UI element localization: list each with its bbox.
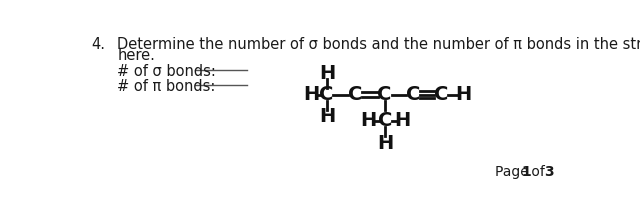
Text: 4.: 4. — [91, 37, 105, 52]
Text: Page: Page — [495, 165, 534, 179]
Text: H: H — [394, 111, 410, 130]
Text: H: H — [360, 111, 376, 130]
Text: here.: here. — [117, 48, 155, 62]
Text: C: C — [378, 85, 392, 104]
Text: # of σ bonds:: # of σ bonds: — [117, 64, 216, 79]
Text: C: C — [434, 85, 449, 104]
Text: H: H — [303, 85, 320, 104]
Text: C: C — [378, 111, 392, 130]
Text: of: of — [527, 165, 549, 179]
Text: 1: 1 — [522, 165, 531, 179]
Text: 3: 3 — [544, 165, 554, 179]
Text: H: H — [377, 134, 394, 153]
Text: C: C — [406, 85, 420, 104]
Text: H: H — [319, 107, 335, 126]
Text: H: H — [319, 64, 335, 82]
Text: H: H — [456, 85, 472, 104]
Text: # of π bonds:: # of π bonds: — [117, 79, 216, 94]
Text: C: C — [319, 85, 333, 104]
Text: Determine the number of σ bonds and the number of π bonds in the structure shown: Determine the number of σ bonds and the … — [117, 37, 640, 52]
Text: C: C — [348, 85, 362, 104]
